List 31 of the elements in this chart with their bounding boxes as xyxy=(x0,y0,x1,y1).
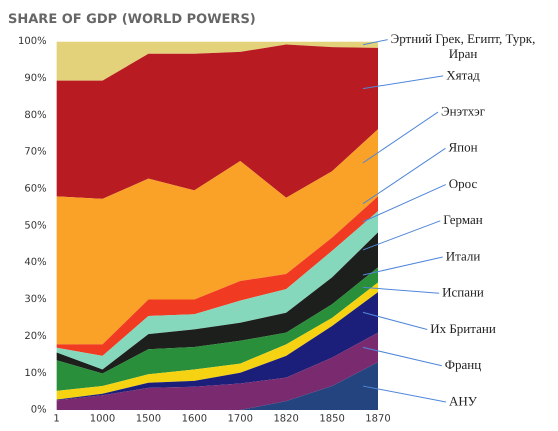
text: Орос xyxy=(448,176,478,191)
text: Герман xyxy=(443,212,483,228)
x-tick-label: 1600 xyxy=(182,414,208,425)
series-label: Эртний Грек, Египт, Турк, Иран xyxy=(390,31,536,62)
x-tick-label: 1500 xyxy=(136,414,162,425)
text: Хятад xyxy=(446,67,480,82)
x-tick-label: 1870 xyxy=(365,414,391,425)
text: Энэтхэг xyxy=(440,104,486,118)
text: АНУ xyxy=(449,393,478,408)
text: Испани xyxy=(442,284,484,300)
y-tick-label: 40% xyxy=(24,257,47,268)
y-tick-label: 20% xyxy=(24,330,47,342)
text: Итали xyxy=(446,248,480,264)
x-tick-label: 1700 xyxy=(228,414,253,425)
x-tick-label: 1000 xyxy=(90,414,116,425)
text: Франц xyxy=(444,357,482,372)
y-tick-label: 30% xyxy=(24,294,47,306)
x-tick-label: 1850 xyxy=(319,414,345,425)
y-tick-label: 80% xyxy=(24,110,47,121)
y-tick-label: 60% xyxy=(24,184,47,195)
y-tick-label: 90% xyxy=(24,73,47,84)
y-tick-label: 10% xyxy=(24,368,47,379)
x-tick-label: 1 xyxy=(53,414,60,425)
y-tick-label: 100% xyxy=(18,36,47,48)
text: Япон xyxy=(448,140,478,155)
chart-title: SHARE OF GDP (WORLD POWERS) xyxy=(8,12,256,28)
y-tick-label: 70% xyxy=(24,146,47,158)
y-tick-label: 0% xyxy=(30,404,47,416)
text: Их Британи xyxy=(430,320,496,336)
x-tick-label: 1820 xyxy=(273,414,299,425)
y-tick-label: 50% xyxy=(24,220,47,232)
